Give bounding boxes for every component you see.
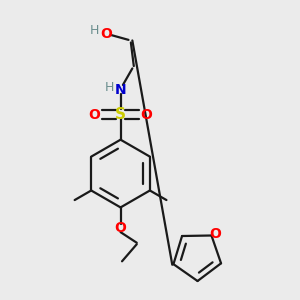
Text: O: O — [209, 227, 221, 241]
Text: H: H — [105, 81, 114, 94]
Text: O: O — [89, 108, 100, 122]
Text: O: O — [140, 108, 152, 122]
Text: N: N — [115, 82, 126, 97]
Text: S: S — [115, 107, 126, 122]
Text: O: O — [100, 27, 112, 41]
Text: O: O — [115, 221, 127, 235]
Text: H: H — [90, 24, 99, 37]
